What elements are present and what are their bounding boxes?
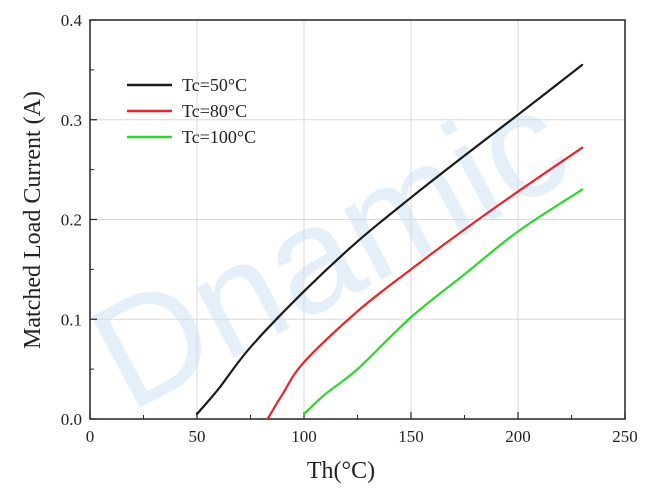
x-tick-label: 0: [86, 427, 95, 446]
x-tick-label: 100: [291, 427, 317, 446]
legend-label-2: Tc=100°C: [182, 127, 256, 147]
watermark-text: Dnamic: [65, 55, 593, 442]
x-tick-label: 200: [505, 427, 531, 446]
ticks-layer: 0 50 100 150 200 250 0.0 0.1 0.2 0.3 0.4: [61, 11, 638, 446]
y-tick-label: 0.4: [61, 11, 83, 30]
x-axis-title: Th(°C): [307, 458, 375, 484]
legend: Tc=50°C Tc=80°C Tc=100°C: [127, 75, 256, 147]
y-tick-label: 0.3: [61, 111, 82, 130]
watermark-layer: Dnamic: [65, 55, 593, 442]
legend-label-1: Tc=80°C: [182, 101, 247, 121]
grid-layer: [90, 20, 625, 419]
y-tick-label: 0.0: [61, 410, 82, 429]
x-tick-label: 150: [398, 427, 424, 446]
x-tick-label: 250: [612, 427, 638, 446]
series-line-0: [195, 63, 584, 416]
y-tick-label: 0.2: [61, 211, 82, 230]
y-axis-title: Matched Load Current (A): [20, 91, 46, 349]
y-tick-label: 0.1: [61, 310, 82, 329]
series-line-1: [266, 146, 584, 421]
x-tick-label: 50: [189, 427, 206, 446]
series-line-2: [302, 188, 584, 416]
legend-label-0: Tc=50°C: [182, 75, 247, 95]
series-layer: [195, 63, 584, 421]
